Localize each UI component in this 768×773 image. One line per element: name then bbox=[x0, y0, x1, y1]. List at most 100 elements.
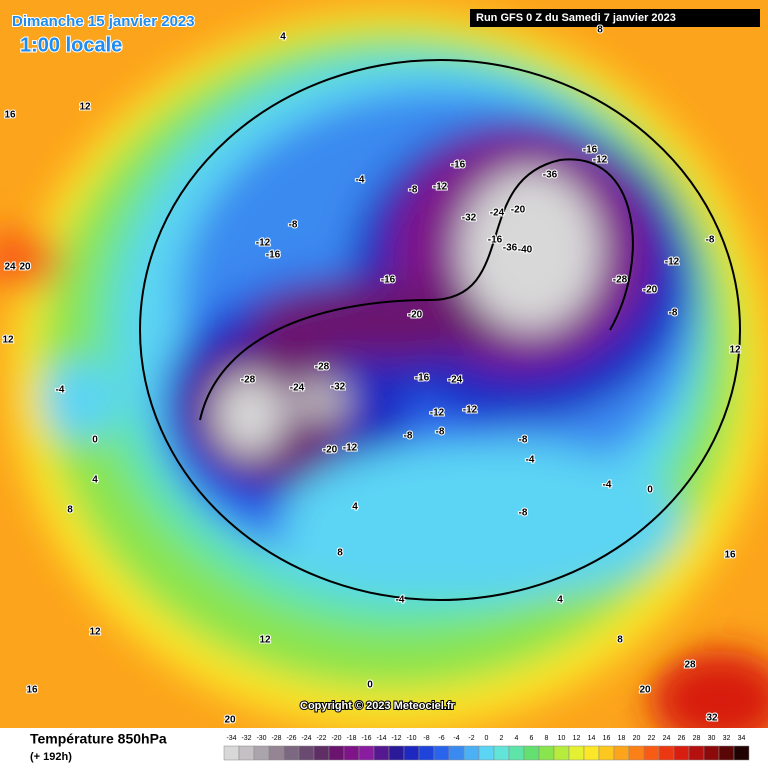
legend-swatch bbox=[418, 745, 435, 761]
legend-tick-label: -34 bbox=[226, 735, 236, 742]
legend-swatch bbox=[298, 745, 315, 761]
run-info: Run GFS 0 Z du Samedi 7 janvier 2023 bbox=[476, 12, 676, 24]
contour-label: 12 bbox=[89, 627, 101, 638]
legend-tick-label: 26 bbox=[678, 735, 686, 742]
contour-label: -32 bbox=[331, 382, 346, 393]
legend-swatch bbox=[688, 745, 705, 761]
contour-label: 24 bbox=[4, 262, 16, 273]
contour-label: -8 bbox=[706, 235, 715, 246]
contour-label: -12 bbox=[430, 408, 445, 419]
legend-tick-label: 28 bbox=[693, 735, 701, 742]
legend-tick-label: 6 bbox=[530, 735, 534, 742]
legend-swatch bbox=[508, 745, 525, 761]
contour-label: -16 bbox=[381, 275, 396, 286]
legend-swatch bbox=[283, 745, 300, 761]
contour-label: -8 bbox=[404, 431, 413, 442]
contour-label: -12 bbox=[256, 238, 271, 249]
contour-label: -24 bbox=[490, 208, 505, 219]
contour-label: -16 bbox=[266, 250, 281, 261]
contour-label: -4 bbox=[56, 385, 65, 396]
contour-label: 12 bbox=[79, 102, 91, 113]
contour-label: 12 bbox=[259, 635, 271, 646]
contour-label: 8 bbox=[597, 25, 603, 36]
contour-label: 32 bbox=[706, 713, 718, 724]
contour-label: -16 bbox=[488, 235, 503, 246]
legend-tick-label: -16 bbox=[361, 735, 371, 742]
contour-label: -16 bbox=[451, 160, 466, 171]
legend-tick-label: -2 bbox=[468, 735, 474, 742]
legend-swatch bbox=[478, 745, 495, 761]
contour-label: -16 bbox=[415, 373, 430, 384]
contour-label: 0 bbox=[647, 485, 653, 496]
contour-label: -12 bbox=[343, 443, 358, 454]
legend-swatch bbox=[313, 745, 330, 761]
legend-tick-label: 20 bbox=[633, 735, 641, 742]
legend-tick-label: -4 bbox=[453, 735, 459, 742]
legend-tick-label: -30 bbox=[256, 735, 266, 742]
contour-label: -40 bbox=[518, 245, 533, 256]
contour-label: 16 bbox=[26, 685, 38, 696]
contour-label: -24 bbox=[290, 383, 305, 394]
legend-swatch bbox=[538, 745, 555, 761]
legend-swatch bbox=[718, 745, 735, 761]
contour-label: -12 bbox=[593, 155, 608, 166]
legend-swatch bbox=[358, 745, 375, 761]
footer-lead: (+ 192h) bbox=[30, 751, 72, 763]
map-labels: -16-12-8-20-16-24-16-12 -12-8 -8-8-4-8-4-4… bbox=[1, 24, 742, 727]
contour-label: 8 bbox=[337, 548, 343, 559]
legend-swatch bbox=[328, 745, 345, 761]
time: 1:00 locale bbox=[20, 34, 122, 56]
legend-tick-label: 32 bbox=[723, 735, 731, 742]
contour-label: -12 bbox=[433, 182, 448, 193]
legend-swatch bbox=[388, 745, 405, 761]
contour-label: -24 bbox=[448, 375, 463, 386]
contour-label: -20 bbox=[323, 445, 338, 456]
contour-label: -12 bbox=[665, 257, 680, 268]
legend-swatch bbox=[373, 745, 390, 761]
contour-label: 8 bbox=[617, 635, 623, 646]
legend-tick-label: 34 bbox=[738, 735, 746, 742]
legend-tick-label: 10 bbox=[558, 735, 566, 742]
contour-label: 16 bbox=[724, 550, 736, 561]
legend-swatch bbox=[643, 745, 660, 761]
legend-swatch bbox=[673, 745, 690, 761]
legend-tick-label: -24 bbox=[301, 735, 311, 742]
legend-tick-label: 4 bbox=[515, 735, 519, 742]
zero-isotherm bbox=[139, 59, 741, 601]
contour-label: -12 bbox=[463, 405, 478, 416]
legend-swatch bbox=[268, 745, 285, 761]
contour-label: 4 bbox=[280, 32, 286, 43]
footer-title: Température 850hPa bbox=[30, 731, 167, 747]
contour-label: -8 bbox=[436, 427, 445, 438]
contour-label: 0 bbox=[367, 680, 373, 691]
legend-tick-label: 8 bbox=[545, 735, 549, 742]
legend-tick-label: -8 bbox=[423, 735, 429, 742]
contour-label: -28 bbox=[315, 362, 330, 373]
legend-swatch bbox=[598, 745, 615, 761]
contour-label: 20 bbox=[639, 685, 651, 696]
contour-label: -4 bbox=[396, 595, 405, 606]
contour-label: 0 bbox=[92, 435, 98, 446]
legend-tick-label: -22 bbox=[316, 735, 326, 742]
contour-label: -4 bbox=[526, 455, 535, 466]
contour-label: -4 bbox=[603, 480, 612, 491]
contour-label: -32 bbox=[462, 213, 477, 224]
contour-label: 28 bbox=[684, 660, 696, 671]
legend-swatch bbox=[433, 745, 450, 761]
legend-swatch bbox=[733, 745, 750, 761]
legend-tick-label: -12 bbox=[391, 735, 401, 742]
contour-label: 4 bbox=[557, 595, 563, 606]
legend-swatch bbox=[403, 745, 420, 761]
contour-label: 12 bbox=[2, 335, 14, 346]
date: Dimanche 15 janvier 2023 bbox=[12, 13, 195, 30]
legend-swatch bbox=[448, 745, 465, 761]
legend-swatch bbox=[343, 745, 360, 761]
legend-swatch bbox=[553, 745, 570, 761]
legend-swatch bbox=[223, 745, 240, 761]
legend-swatch bbox=[613, 745, 630, 761]
contour-label: 20 bbox=[224, 715, 236, 726]
contour-label: -8 bbox=[519, 435, 528, 446]
legend-swatch bbox=[523, 745, 540, 761]
contour-label: -28 bbox=[613, 275, 628, 286]
